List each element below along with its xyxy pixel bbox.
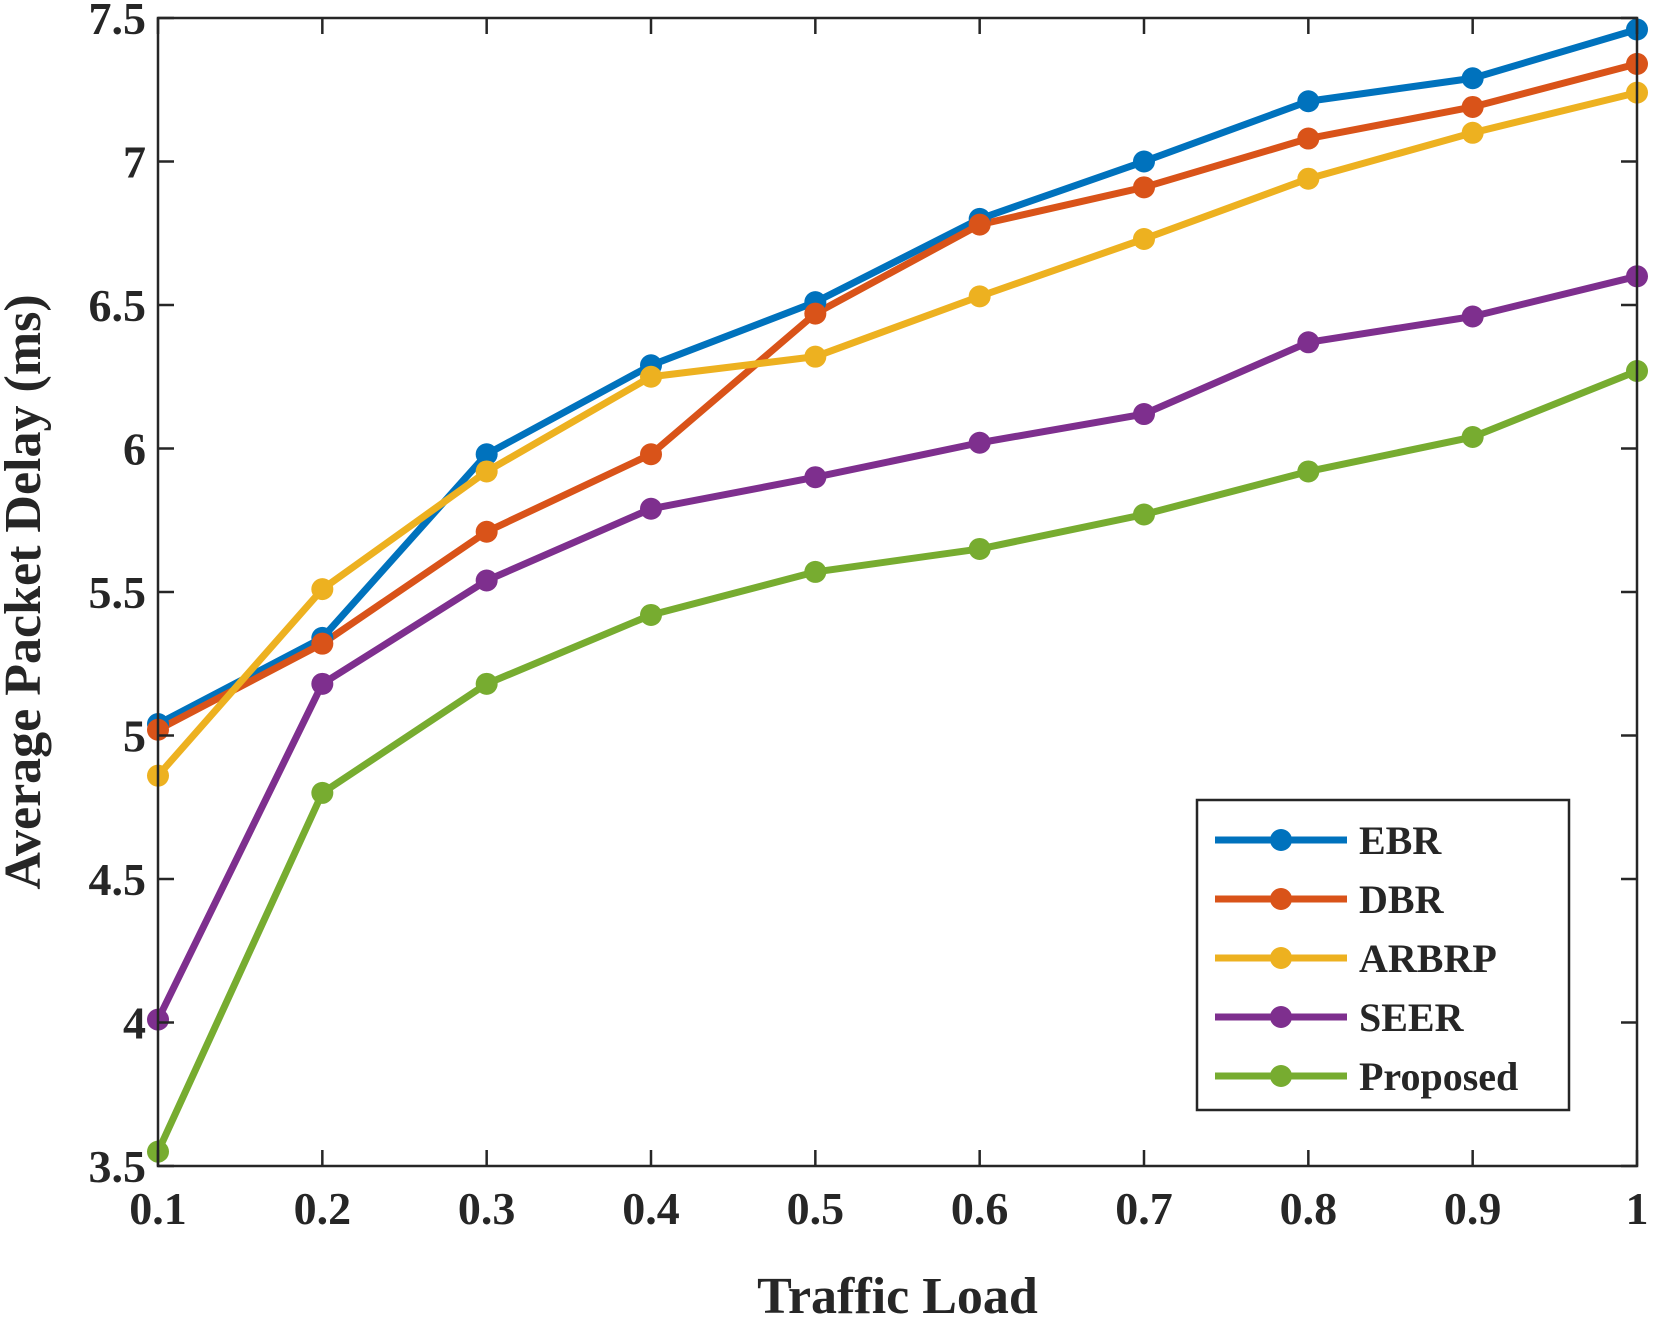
legend-marker-ebr bbox=[1270, 829, 1292, 851]
data-point-proposed bbox=[968, 537, 991, 560]
data-point-dbr bbox=[804, 302, 827, 325]
x-tick-label: 0.2 bbox=[294, 1183, 352, 1234]
y-tick-label: 5.5 bbox=[89, 567, 147, 618]
data-point-dbr bbox=[640, 443, 662, 466]
axis-ticks bbox=[156, 16, 1639, 1168]
data-point-proposed bbox=[1297, 460, 1320, 483]
data-point-ebr bbox=[1461, 67, 1484, 90]
y-tick-label: 7 bbox=[123, 137, 146, 188]
x-tick-label: 0.5 bbox=[787, 1183, 845, 1234]
data-point-arbrp bbox=[475, 460, 498, 483]
data-point-arbrp bbox=[1461, 121, 1484, 144]
data-point-dbr bbox=[968, 213, 991, 236]
series-line-seer bbox=[154, 272, 1638, 1022]
legend-marker-proposed bbox=[1270, 1065, 1292, 1087]
x-tick-label: 0.1 bbox=[129, 1183, 187, 1234]
x-tick-label: 0.4 bbox=[622, 1183, 680, 1234]
y-tick-label: 3.5 bbox=[89, 1141, 147, 1192]
y-tick-label: 4.5 bbox=[89, 854, 147, 905]
y-tick-label: 6 bbox=[123, 424, 146, 475]
x-tick-label: 1 bbox=[1626, 1183, 1649, 1234]
legend-label-ebr: EBR bbox=[1359, 818, 1442, 863]
data-point-proposed bbox=[475, 672, 498, 695]
x-tick-label: 0.7 bbox=[1115, 1183, 1173, 1234]
data-point-arbrp bbox=[640, 365, 662, 388]
data-point-dbr bbox=[1297, 127, 1320, 150]
data-point-proposed bbox=[804, 560, 827, 583]
data-point-ebr bbox=[1133, 150, 1155, 173]
data-point-arbrp bbox=[311, 578, 334, 601]
data-point-seer bbox=[475, 569, 498, 592]
x-tick-label: 0.6 bbox=[951, 1183, 1009, 1234]
y-tick-label: 5 bbox=[123, 711, 146, 762]
data-point-arbrp bbox=[968, 285, 991, 308]
y-tick-label: 6.5 bbox=[89, 280, 147, 331]
data-point-proposed bbox=[1133, 503, 1155, 526]
data-point-arbrp bbox=[804, 345, 827, 368]
data-point-seer bbox=[1133, 403, 1155, 426]
data-point-seer bbox=[311, 672, 334, 695]
data-point-dbr bbox=[311, 632, 334, 655]
data-point-ebr bbox=[475, 443, 498, 466]
y-tick-label: 7.5 bbox=[89, 0, 147, 44]
data-point-seer bbox=[804, 466, 827, 489]
series-line-arbrp bbox=[155, 89, 1638, 778]
data-point-seer bbox=[968, 431, 991, 454]
data-point-arbrp bbox=[1297, 167, 1320, 190]
x-axis-title: Traffic Load bbox=[757, 1268, 1038, 1325]
data-point-arbrp bbox=[1133, 227, 1155, 250]
x-tick-label: 0.8 bbox=[1280, 1183, 1338, 1234]
x-tick-label: 0.3 bbox=[458, 1183, 516, 1234]
data-point-dbr bbox=[1461, 95, 1484, 118]
series-line-ebr bbox=[156, 26, 1638, 728]
legend-label-arbrp: ARBRP bbox=[1359, 936, 1497, 981]
data-point-dbr bbox=[475, 520, 498, 543]
data-point-seer bbox=[640, 497, 662, 520]
series-line-proposed bbox=[154, 367, 1639, 1154]
y-axis-title: Average Packet Delay (ms) bbox=[0, 294, 52, 889]
data-point-seer bbox=[1461, 305, 1484, 328]
legend-marker-arbrp bbox=[1270, 947, 1292, 969]
legend-label-proposed: Proposed bbox=[1359, 1054, 1518, 1099]
data-point-seer bbox=[1297, 331, 1320, 354]
legend-marker-dbr bbox=[1270, 888, 1292, 910]
legend-label-dbr: DBR bbox=[1359, 877, 1445, 922]
series-lines bbox=[154, 26, 1639, 1154]
data-point-proposed bbox=[640, 603, 662, 626]
data-point-proposed bbox=[1461, 426, 1484, 449]
legend-label-seer: SEER bbox=[1359, 995, 1465, 1040]
data-point-ebr bbox=[1297, 90, 1320, 113]
legend: EBR DBR ARBRP SEER Proposed bbox=[1195, 798, 1571, 1112]
y-tick-label: 4 bbox=[123, 998, 146, 1049]
data-point-proposed bbox=[311, 781, 334, 804]
x-tick-label: 0.9 bbox=[1444, 1183, 1502, 1234]
data-point-dbr bbox=[1133, 176, 1155, 199]
series-line-dbr bbox=[156, 60, 1638, 733]
axis-tick-labels: 0.1 0.2 0.3 0.4 0.5 0.6 0.7 0.8 0.9 1 3.5 4 4.5 5 5.5 6… bbox=[89, 0, 1649, 1234]
legend-marker-seer bbox=[1270, 1006, 1292, 1028]
